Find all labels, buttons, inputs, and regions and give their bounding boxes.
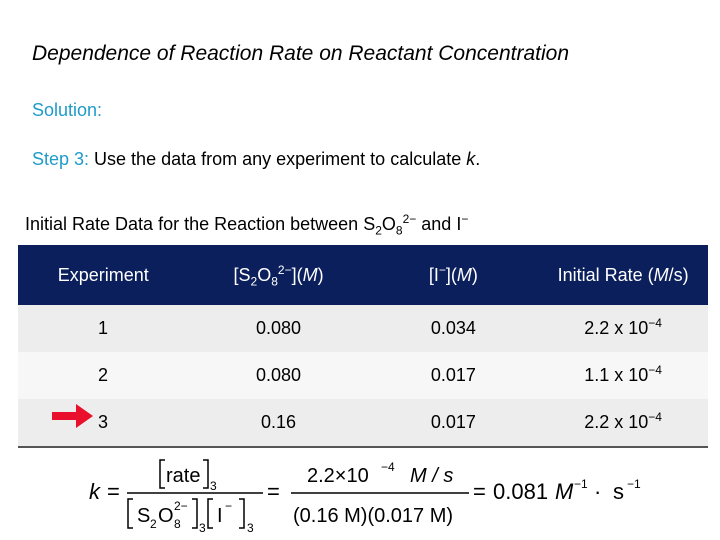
step-label: Step 3: [32, 149, 90, 169]
eq-equals: = [267, 479, 280, 504]
highlight-arrow-icon [52, 404, 93, 428]
header-iodide: [I−](M) [368, 245, 539, 305]
caption-sub: 2 [375, 223, 382, 238]
eq-num-unit: M / s [410, 465, 453, 487]
cell-s2o8: 0.080 [188, 305, 369, 352]
table-caption: Initial Rate Data for the Reaction betwe… [25, 212, 469, 238]
eq-result: 0.081 [493, 479, 548, 504]
eq-equals: = [473, 479, 486, 504]
eq-sub: 3 [210, 479, 217, 493]
cell-experiment: 3 [18, 399, 189, 448]
eq-num-exp: −4 [381, 460, 395, 474]
cell-rate: 1.1 x 10−4 [538, 352, 708, 399]
step-var: k [466, 149, 476, 169]
cell-s2o8: 0.080 [188, 352, 369, 399]
eq-iodide: I [217, 505, 223, 527]
eq-res-exp: −1 [574, 477, 588, 491]
eq-res-s: s [613, 479, 624, 504]
eq-res-unit: M [555, 479, 574, 504]
caption-o: O [381, 214, 396, 234]
header-s2o8: [S2O82−](M) [188, 245, 369, 305]
caption-sup: 2− [402, 212, 417, 226]
caption-sub: 8 [395, 223, 403, 238]
caption-prefix: Initial Rate Data for the Reaction betwe… [25, 214, 376, 234]
eq-den: (0.16 M)(0.017 M) [293, 505, 453, 527]
eq-sup: − [225, 499, 232, 513]
eq-sub: 3 [199, 521, 206, 534]
table-row: 2 0.080 0.017 1.1 x 10−4 [18, 352, 708, 399]
cell-experiment: 2 [18, 352, 189, 399]
caption-sup: − [461, 212, 469, 226]
table-header-row: Experiment [S2O82−](M) [I−](M) Initial R… [18, 245, 708, 305]
header-experiment: Experiment [18, 245, 189, 305]
step-body: Use the data from any experiment to calc… [89, 149, 467, 169]
eq-o: O [158, 505, 174, 527]
eq-s: S [137, 505, 150, 527]
table-row: 3 0.16 0.017 2.2 x 10−4 [18, 399, 708, 448]
cell-rate: 2.2 x 10−4 [538, 305, 708, 352]
eq-sub: 3 [247, 521, 254, 534]
cell-s2o8: 0.16 [188, 399, 369, 448]
eq-equals: = [107, 479, 120, 504]
cell-experiment: 1 [18, 305, 189, 352]
eq-sub: 8 [174, 517, 181, 531]
header-rate: Initial Rate (M/s) [538, 245, 708, 305]
eq-dot: · [594, 479, 601, 504]
cell-iodide: 0.017 [368, 399, 539, 448]
eq-k: k [89, 479, 101, 504]
step-text: Step 3: Use the data from any experiment… [32, 149, 480, 170]
eq-res-s-exp: −1 [627, 477, 641, 491]
eq-sub: 2 [150, 517, 157, 531]
caption-mid: and I [416, 214, 462, 234]
cell-rate: 2.2 x 10−4 [538, 399, 708, 448]
step-end: . [475, 149, 481, 169]
rate-data-table: Experiment [S2O82−](M) [I−](M) Initial R… [18, 245, 708, 448]
table-row: 1 0.080 0.034 2.2 x 10−4 [18, 305, 708, 352]
cell-iodide: 0.034 [368, 305, 539, 352]
cell-iodide: 0.017 [368, 352, 539, 399]
eq-sup: 2− [174, 499, 188, 513]
eq-rate: rate [166, 465, 200, 487]
eq-num-base: 2.2×10 [307, 465, 369, 487]
page-title: Dependence of Reaction Rate on Reactant … [32, 42, 570, 65]
rate-constant-equation: k = rate 3 S 2 O 8 2− 3 I − 3 = 2.2×10 −… [89, 459, 641, 534]
solution-label: Solution: [32, 100, 103, 120]
